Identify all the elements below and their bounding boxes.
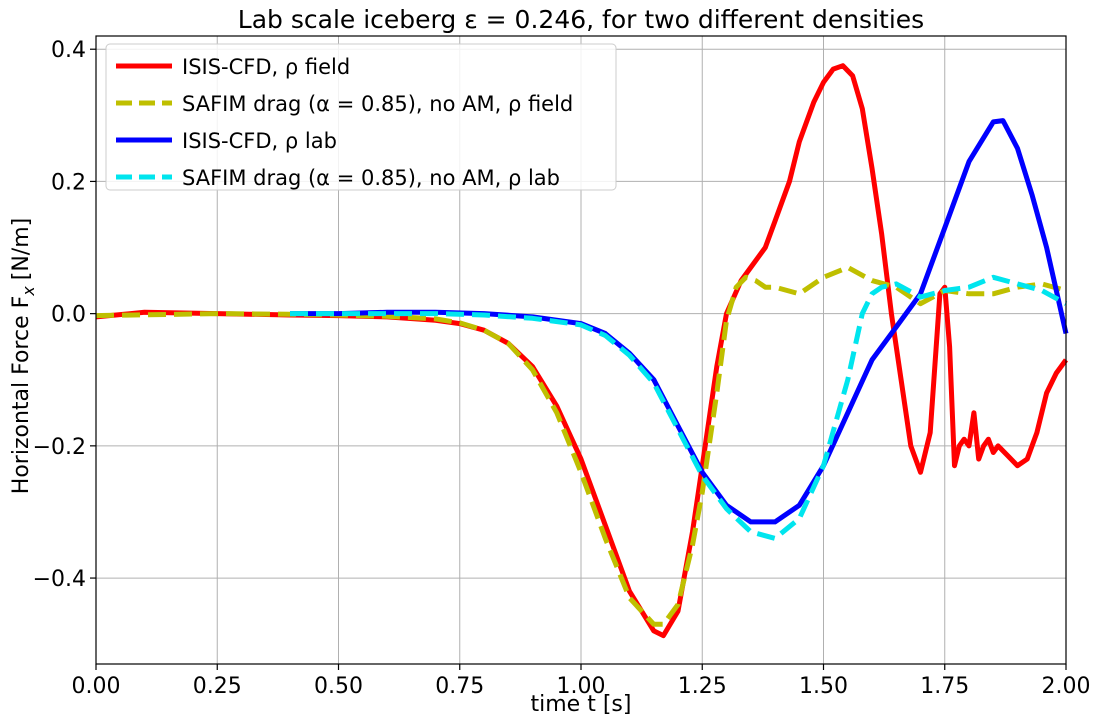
legend-box [105, 43, 617, 191]
x-tick-label: 0.00 [72, 674, 121, 699]
y-tick-label: −0.2 [33, 435, 86, 460]
x-tick-label: 1.25 [678, 674, 727, 699]
x-tick-label: 0.50 [314, 674, 363, 699]
series-layer [95, 63, 1069, 639]
y-tick-label: −0.4 [33, 567, 86, 592]
x-axis-label: time t [s] [531, 692, 632, 716]
series-line-3 [290, 118, 1069, 525]
y-axis-label-sub: x [19, 286, 38, 297]
x-tick-label: 0.25 [193, 674, 242, 699]
x-tick-label: 2.00 [1042, 674, 1091, 699]
y-axis-label-main: Horizontal Force F [9, 296, 34, 495]
legend-label-4: SAFIM drag (α = 0.85), no AM, ρ lab [182, 166, 560, 190]
x-tick-label: 1.00 [557, 674, 606, 699]
legend-label-1: ISIS-CFD, ρ field [182, 55, 350, 79]
legend-label-2: SAFIM drag (α = 0.85), no AM, ρ field [182, 92, 573, 116]
ticks: 0.00 0.25 0.50 0.75 1.00 1.25 1.50 1.75 2.00 −0.4… [33, 38, 1091, 699]
y-axis-label: Horizontal Force Fx [N/m] [9, 218, 38, 494]
y-tick-label: 0.4 [51, 38, 86, 63]
series-line-4 [290, 274, 1068, 541]
legend: ISIS-CFD, ρ field SAFIM drag (α = 0.85), … [105, 43, 617, 191]
x-tick-label: 0.75 [435, 674, 484, 699]
legend-label-3: ISIS-CFD, ρ lab [182, 129, 337, 153]
x-tick-label: 1.75 [920, 674, 969, 699]
chart-title: Lab scale iceberg ε = 0.246, for two dif… [238, 5, 924, 34]
y-tick-label: 0.0 [51, 303, 86, 328]
x-tick-label: 1.50 [799, 674, 848, 699]
series-line-2 [95, 264, 1067, 627]
y-tick-label: 0.2 [51, 170, 86, 195]
y-axis-label-unit: [N/m] [9, 218, 34, 280]
